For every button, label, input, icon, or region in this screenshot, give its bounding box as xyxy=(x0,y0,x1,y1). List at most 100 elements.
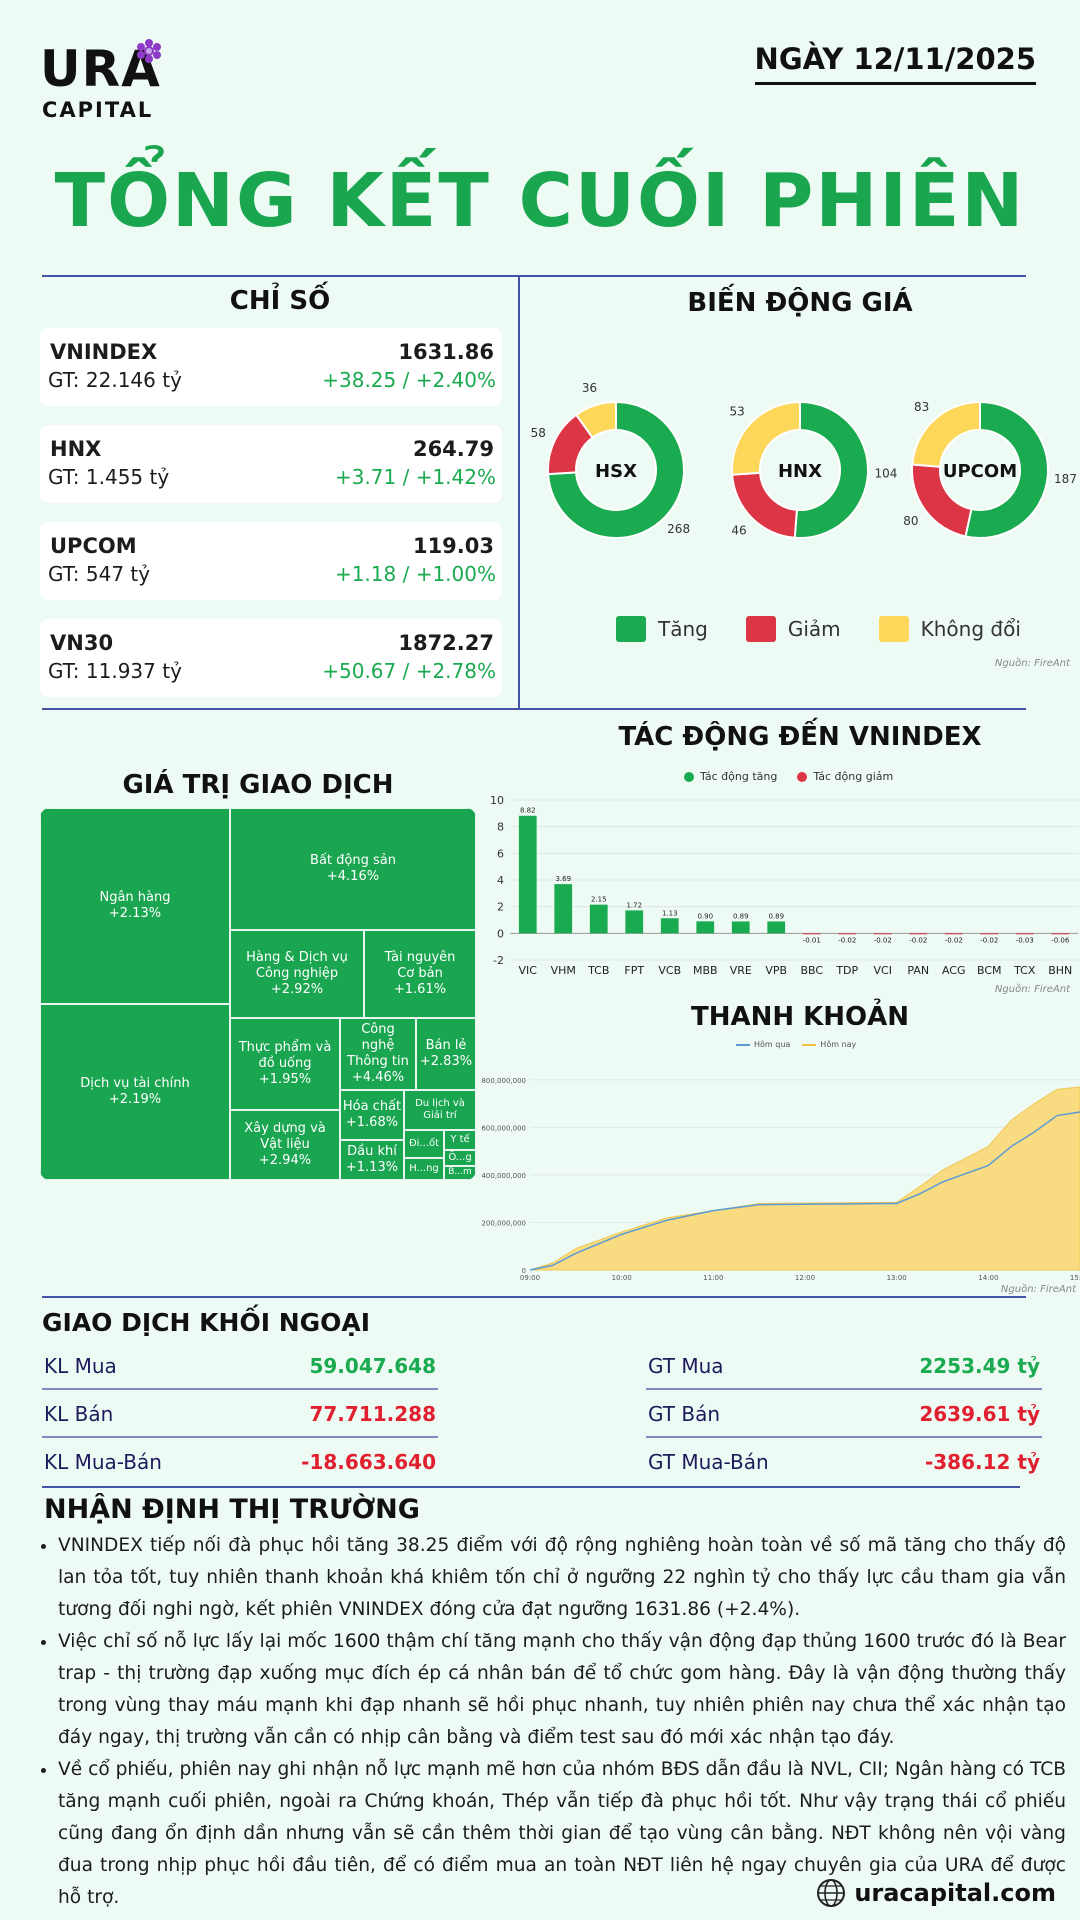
impact-bar-label: -0.02 xyxy=(945,936,963,944)
assessment-bullet: Việc chỉ số nỗ lực lấy lại mốc 1600 thậm… xyxy=(58,1626,1066,1754)
divider-vertical xyxy=(518,275,520,709)
index-value: 1872.27 xyxy=(398,631,494,655)
impact-bar-label: 0.89 xyxy=(768,912,784,920)
index-value: 1631.86 xyxy=(398,340,494,364)
index-name: VNINDEX xyxy=(50,340,158,364)
globe-icon xyxy=(817,1879,846,1907)
sector-treemap: Ngân hàng +2.13% Dịch vụ tài chính +2.19% … xyxy=(40,808,476,1180)
impact-source: Nguồn: FireAnt xyxy=(994,984,1070,995)
foreign-label: KL Mua xyxy=(44,1354,117,1378)
legend-up-label: Tăng xyxy=(658,617,708,641)
impact-bar xyxy=(731,921,750,934)
liquidity-y-tick: 0 xyxy=(522,1267,526,1275)
legend-today-line xyxy=(802,1043,817,1046)
impact-bar xyxy=(980,933,999,935)
index-change: +1.18 / +1.00% xyxy=(334,562,496,586)
liquidity-x-tick: 11:00 xyxy=(703,1274,723,1282)
impact-bar-label: -0.02 xyxy=(980,936,998,944)
page-title: TỔNG KẾT CUỐI PHIÊN xyxy=(54,158,1026,244)
legend-yesterday-line xyxy=(736,1043,750,1046)
donut-label-flat: 83 xyxy=(914,400,929,414)
index-card-vnindex: VNINDEX GT: 22.146 tỷ 1631.86 +38.25 / +… xyxy=(40,328,502,406)
donut-center-label: HNX xyxy=(778,461,822,482)
impact-bar-label: 2.15 xyxy=(591,896,607,904)
impact-chart-title: TÁC ĐỘNG ĐẾN VNINDEX xyxy=(618,722,982,752)
impact-bar xyxy=(518,815,537,934)
impact-bar-label: -0.02 xyxy=(838,936,856,944)
donut-label-down: 58 xyxy=(531,426,546,440)
foreign-value: 2253.49 tỷ xyxy=(919,1354,1040,1378)
assessment-list: VNINDEX tiếp nối đà phục hồi tăng 38.25 … xyxy=(28,1530,1066,1914)
logo-flower-icon xyxy=(137,39,161,63)
impact-bar-label: -0.06 xyxy=(1051,936,1070,944)
legend-flat-label: Không đổi xyxy=(920,617,1021,641)
impact-bar-label: -0.02 xyxy=(909,936,927,944)
foreign-label: KL Bán xyxy=(44,1402,114,1426)
foreign-title: GIAO DỊCH KHỐI NGOẠI xyxy=(42,1308,371,1337)
donut-slice-flat xyxy=(731,400,801,476)
liquidity-x-tick: 15:00 xyxy=(1070,1274,1080,1282)
liquidity-y-tick: 600,000,000 xyxy=(481,1124,526,1132)
treemap-cell: Du lịch và Giải trí xyxy=(404,1090,476,1130)
foreign-row-gt-sell: GT Bán 2639.61 tỷ xyxy=(646,1392,1042,1438)
index-trade-value: GT: 547 tỷ xyxy=(48,562,151,586)
assessment-bullet: Về cổ phiếu, phiên nay ghi nhận nỗ lực m… xyxy=(58,1754,1066,1914)
donut-slice-up xyxy=(793,400,869,539)
footer-site[interactable]: uracapital.com xyxy=(816,1878,1056,1908)
impact-bar-label: -0.02 xyxy=(874,936,892,944)
index-card-vn30: VN30 GT: 11.937 tỷ 1872.27 +50.67 / +2.7… xyxy=(40,619,502,697)
impact-x-tick: VIC xyxy=(519,964,538,977)
index-change: +3.71 / +1.42% xyxy=(334,465,496,489)
impact-x-tick: VCI xyxy=(874,964,892,977)
foreign-value: -18.663.640 xyxy=(301,1450,436,1474)
liquidity-y-tick: 400,000,000 xyxy=(481,1172,526,1180)
index-name: HNX xyxy=(50,437,102,461)
foreign-label: GT Mua-Bán xyxy=(648,1450,769,1474)
index-trade-value: GT: 11.937 tỷ xyxy=(48,659,182,683)
treemap-cell: Công nghệ Thông tin +4.46% xyxy=(340,1018,416,1090)
liquidity-x-tick: 12:00 xyxy=(795,1274,815,1282)
trade-value-title: GIÁ TRỊ GIAO DỊCH xyxy=(122,770,394,800)
index-change: +50.67 / +2.78% xyxy=(322,659,496,683)
foreign-row-gt-net: GT Mua-Bán -386.12 tỷ xyxy=(646,1440,1042,1486)
impact-bar-label: 1.72 xyxy=(626,901,642,909)
foreign-row-gt-buy: GT Mua 2253.49 tỷ xyxy=(646,1344,1042,1390)
liquidity-title: THANH KHOẢN xyxy=(690,1002,910,1032)
foreign-row-kl-sell: KL Bán 77.711.288 xyxy=(42,1392,438,1438)
impact-x-tick: BCM xyxy=(977,964,1002,977)
impact-bar-label: 3.69 xyxy=(555,875,571,883)
treemap-cell: B...m xyxy=(444,1166,476,1180)
impact-bar-label: -0.01 xyxy=(803,936,821,944)
liquidity-y-tick: 200,000,000 xyxy=(481,1219,526,1227)
impact-bar xyxy=(944,933,963,935)
treemap-cell: Ngân hàng +2.13% xyxy=(40,808,230,1004)
impact-bar xyxy=(1051,933,1070,935)
legend-down-swatch xyxy=(745,616,776,642)
donut-slice-up xyxy=(964,400,1049,539)
donut-label-up: 104 xyxy=(874,466,897,480)
foreign-value: 59.047.648 xyxy=(309,1354,436,1378)
index-change: +38.25 / +2.40% xyxy=(322,368,496,392)
liquidity-x-tick: 09:00 xyxy=(520,1274,540,1282)
impact-bar-label: 0.89 xyxy=(733,912,749,920)
divider-foreign xyxy=(42,1296,1026,1298)
legend-up-swatch xyxy=(616,616,646,642)
liquidity-x-tick: 14:00 xyxy=(978,1274,998,1282)
price-move-donuts: 268 58 36 HSX 104 46 53 HNX 187 80 83 UPCOM xyxy=(531,381,1077,539)
legend-today: Hôm nay xyxy=(820,1040,857,1049)
impact-bar-label: -0.03 xyxy=(1016,936,1034,944)
legend-impact-up-dot xyxy=(684,771,694,782)
treemap-cell: Ô...g xyxy=(444,1150,476,1166)
logo-subtext: CAPITAL xyxy=(42,98,154,122)
assessment-bullet: VNINDEX tiếp nối đà phục hồi tăng 38.25 … xyxy=(58,1530,1066,1626)
impact-x-tick: TDP xyxy=(835,964,858,977)
impact-y-tick: 10 xyxy=(490,794,504,807)
liquidity-source: Nguồn: FireAnt xyxy=(1000,1284,1076,1295)
impact-bar xyxy=(767,921,786,934)
impact-bar xyxy=(554,884,573,934)
impact-x-tick: BHN xyxy=(1048,964,1072,977)
impact-bar-chart: 10 8 6 4 2 0 -2 8.82 VIC 3.69 VHM 2.15 TCB 1.72 FPT 1.1… xyxy=(490,794,1078,977)
impact-x-tick: FPT xyxy=(624,964,644,977)
treemap-cell: Bán lẻ +2.83% xyxy=(416,1018,476,1090)
impact-x-tick: VCB xyxy=(658,964,681,977)
